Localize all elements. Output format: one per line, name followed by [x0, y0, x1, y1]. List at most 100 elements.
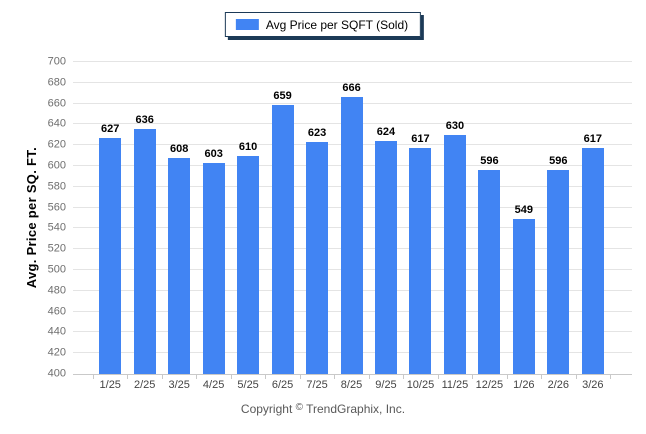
y-tick-label: 640	[47, 117, 66, 130]
bar-slot-4-25: 603	[196, 62, 230, 374]
bar-slot-6-25: 659	[265, 62, 299, 374]
copyright-prefix: Copyright	[240, 402, 293, 416]
x-tick-label: 10/25	[406, 379, 435, 391]
x-axis-tick	[541, 375, 543, 379]
bar-value-label: 617	[411, 133, 430, 146]
bar	[168, 157, 191, 374]
bar-value-label: 623	[307, 127, 327, 140]
legend-box: Avg Price per SQFT (Sold)	[224, 12, 422, 37]
x-tick-label: 8/25	[340, 379, 363, 391]
bar	[409, 148, 432, 374]
y-tick-label: 680	[47, 76, 66, 89]
x-tick-label: 7/25	[306, 379, 328, 391]
bar-slot-1-25: 627	[93, 62, 127, 374]
bar-value-label: 624	[376, 126, 396, 139]
x-axis-tick	[265, 375, 267, 379]
gridline	[73, 81, 632, 83]
bar-value-label: 596	[480, 155, 499, 168]
legend-swatch-icon	[235, 19, 259, 30]
x-tick-label: 1/25	[99, 379, 121, 391]
bar-value-label: 596	[549, 155, 568, 168]
bar-slot-3-26: 617	[576, 62, 610, 374]
bar-slot-2-25: 636	[127, 62, 161, 374]
y-tick-label: 600	[47, 159, 66, 172]
y-tick-label: 540	[47, 221, 66, 234]
copyright-text: Copyright © TrendGraphix, Inc.	[0, 402, 646, 416]
bar-slot-8-25: 666	[334, 62, 368, 374]
x-tick-label: 11/25	[441, 379, 469, 391]
y-tick-label: 700	[47, 55, 66, 68]
y-tick-label: 560	[47, 201, 66, 214]
x-tick-label: 5/25	[237, 379, 259, 391]
y-tick-label: 480	[47, 284, 66, 297]
gridline	[73, 61, 632, 62]
y-tick-label: 420	[47, 346, 66, 359]
bar-slot-5-25: 610	[231, 62, 265, 374]
x-axis-tick-labels: 1/25 2/25 3/25 4/25 5/25 6/25 7/25 8/25 9/25 10/2…	[93, 378, 610, 392]
y-tick-label: 500	[47, 263, 66, 276]
bar-slot-9-25: 624	[369, 62, 403, 374]
x-axis-tick	[93, 375, 94, 379]
plot-area: 627 636 608 603 610 659 623 666 624 617 630 596 549 5…	[73, 61, 632, 379]
bar-value-label: 627	[101, 122, 120, 135]
bar-slot-1-26: 549	[507, 62, 541, 374]
y-tick-label: 400	[47, 367, 66, 380]
bar-slot-2-26: 596	[541, 62, 575, 374]
bar	[581, 148, 604, 374]
bar-slot-3-25: 608	[162, 62, 196, 374]
copyright-symbol-icon: ©	[295, 402, 303, 413]
x-axis-tick	[196, 375, 198, 379]
legend-label: Avg Price per SQFT (Sold)	[265, 17, 409, 32]
x-axis-tick	[403, 375, 405, 379]
x-tick-label: 4/25	[202, 379, 225, 391]
bar-value-label: 603	[204, 147, 223, 160]
x-axis-tick	[472, 375, 474, 379]
x-axis-tick	[161, 375, 163, 379]
x-axis-tick	[334, 375, 336, 379]
x-tick-label: 1/26	[513, 379, 535, 391]
y-tick-label: 620	[47, 138, 66, 151]
bar	[340, 97, 363, 374]
x-tick-label: 6/25	[271, 379, 294, 391]
bar-value-label: 608	[169, 142, 189, 155]
bar-slot-12-25: 596	[472, 62, 506, 374]
x-axis-tick	[506, 375, 508, 379]
bar-value-label: 549	[514, 204, 534, 217]
bar-slot-10-25: 617	[403, 62, 437, 374]
y-tick-label: 660	[47, 97, 66, 110]
x-tick-label: 3/26	[582, 379, 604, 391]
y-tick-label: 520	[47, 242, 66, 255]
x-axis-tick	[127, 375, 129, 379]
bar-slot-11-25: 630	[438, 62, 472, 374]
bar	[306, 142, 329, 374]
bar-value-label: 610	[238, 140, 258, 153]
bar	[99, 137, 122, 374]
bar	[237, 155, 260, 374]
x-tick-label: 12/25	[475, 379, 504, 391]
x-axis-tick	[437, 375, 439, 379]
y-tick-label: 440	[47, 325, 66, 338]
x-axis-tick	[610, 375, 611, 379]
bar-slot-7-25: 623	[300, 62, 334, 374]
x-tick-label: 9/25	[375, 379, 397, 391]
bars-container: 627 636 608 603 610 659 623 666 624 617 630 596 549 5…	[93, 62, 610, 374]
x-axis-tick	[299, 375, 301, 379]
bar	[133, 128, 156, 374]
x-axis-tick	[230, 375, 232, 379]
x-tick-label: 3/25	[168, 379, 190, 391]
x-tick-label: 2/25	[133, 379, 156, 391]
bar	[512, 219, 535, 374]
bar-value-label: 630	[445, 119, 465, 132]
y-axis-tick-labels: 400 420 440 460 480 500 520 540 560 580 600 620 640 6…	[0, 56, 66, 379]
y-tick-label: 460	[47, 305, 66, 318]
x-tick-label: 2/26	[547, 379, 570, 391]
bar	[443, 134, 466, 374]
bar	[202, 162, 225, 374]
y-tick-label: 580	[47, 180, 66, 193]
bar-value-label: 659	[273, 89, 292, 102]
bar	[478, 170, 501, 374]
bar	[271, 104, 294, 374]
x-axis-ticks	[93, 374, 611, 379]
x-axis-tick	[575, 375, 577, 379]
